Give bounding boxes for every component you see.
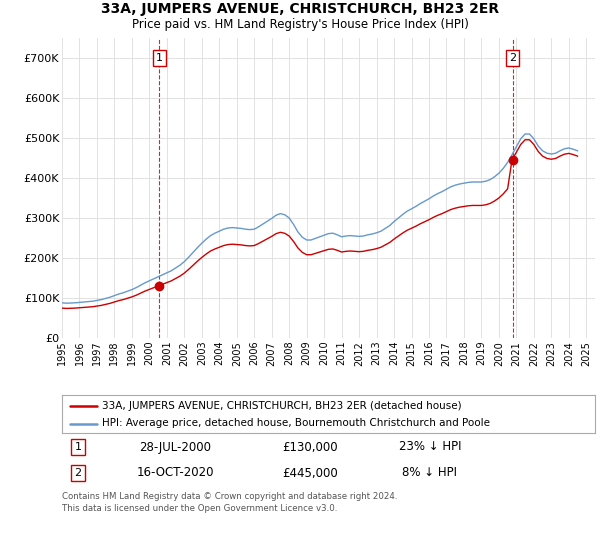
Text: 16-OCT-2020: 16-OCT-2020 [136, 466, 214, 479]
Text: 8% ↓ HPI: 8% ↓ HPI [403, 466, 458, 479]
Text: 33A, JUMPERS AVENUE, CHRISTCHURCH, BH23 2ER (detached house): 33A, JUMPERS AVENUE, CHRISTCHURCH, BH23 … [102, 400, 461, 410]
Text: £445,000: £445,000 [282, 466, 338, 479]
Text: 23% ↓ HPI: 23% ↓ HPI [399, 441, 461, 454]
Text: 33A, JUMPERS AVENUE, CHRISTCHURCH, BH23 2ER: 33A, JUMPERS AVENUE, CHRISTCHURCH, BH23 … [101, 2, 499, 16]
Text: Price paid vs. HM Land Registry's House Price Index (HPI): Price paid vs. HM Land Registry's House … [131, 18, 469, 31]
Text: 2: 2 [509, 53, 516, 63]
Text: £130,000: £130,000 [282, 441, 338, 454]
Text: 1: 1 [74, 442, 82, 452]
Text: 1: 1 [156, 53, 163, 63]
Text: 2: 2 [74, 468, 82, 478]
Text: HPI: Average price, detached house, Bournemouth Christchurch and Poole: HPI: Average price, detached house, Bour… [102, 418, 490, 428]
Text: Contains HM Land Registry data © Crown copyright and database right 2024.
This d: Contains HM Land Registry data © Crown c… [62, 492, 398, 513]
Text: 28-JUL-2000: 28-JUL-2000 [139, 441, 211, 454]
